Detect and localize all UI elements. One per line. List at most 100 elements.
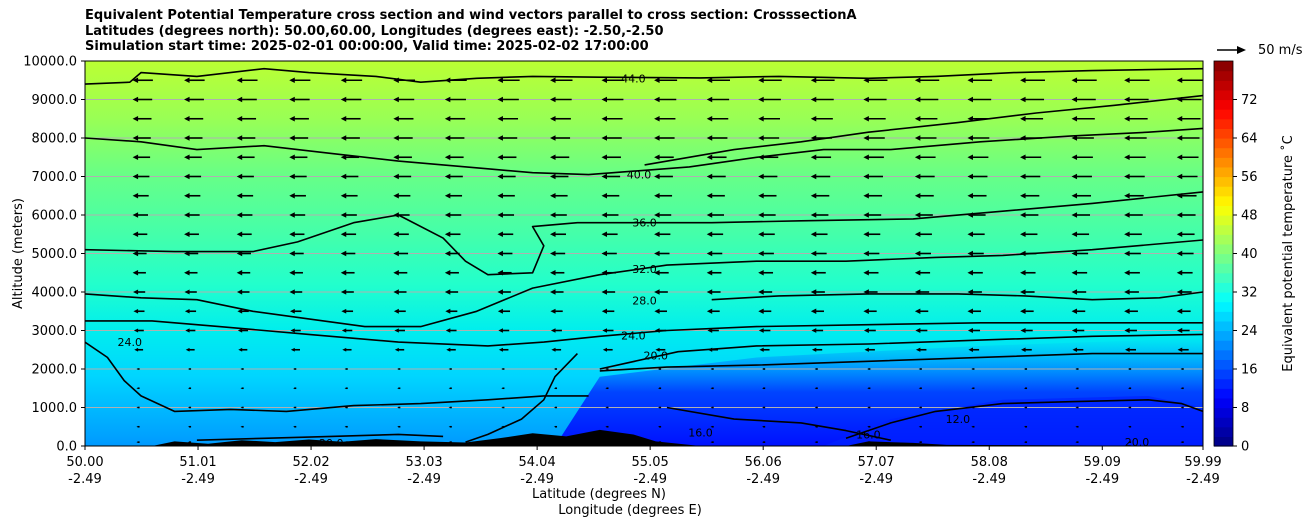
wind-arrow	[444, 116, 466, 122]
wind-arrow-head	[706, 212, 713, 218]
wind-arrow-head	[1127, 426, 1130, 428]
wind-arrow	[448, 387, 452, 390]
wind-arrow	[1176, 327, 1190, 334]
wind-arrow	[1020, 135, 1043, 141]
x-tick-label-lat: 59.99	[1184, 455, 1221, 470]
wind-arrow-head	[758, 116, 764, 122]
colorbar-band	[1214, 128, 1233, 139]
wind-arrow	[1176, 77, 1203, 83]
wind-arrow-head	[236, 154, 243, 160]
wind-arrow-head	[1071, 116, 1078, 122]
wind-arrow	[289, 270, 303, 276]
wind-arrow	[132, 77, 153, 83]
wind-arrow	[707, 347, 718, 352]
wind-arrow-head	[1176, 135, 1183, 141]
wind-arrow-head	[810, 308, 817, 314]
contour-line	[599, 333, 1203, 370]
wind-arrow-head	[444, 116, 451, 122]
wind-arrow-head	[967, 154, 973, 160]
wind-arrow-head	[710, 387, 713, 389]
colorbar-band	[1214, 147, 1233, 158]
wind-arrow	[863, 250, 880, 257]
wind-arrow-head	[810, 212, 817, 218]
wind-arrow-head	[1020, 308, 1026, 314]
wind-arrow-head	[1020, 231, 1026, 237]
wind-arrow	[444, 154, 464, 160]
wind-arrow	[601, 173, 621, 180]
wind-arrow	[914, 135, 937, 141]
wind-arrow-head	[344, 426, 347, 428]
wind-arrow-head	[914, 212, 921, 218]
wind-arrow-head	[293, 426, 295, 428]
wind-arrow-head	[134, 347, 139, 352]
wind-arrow-head	[393, 250, 399, 257]
wind-arrow-head	[132, 231, 139, 237]
wind-arrow-head	[132, 173, 139, 180]
wind-arrow	[758, 173, 778, 180]
wind-arrow	[1176, 135, 1200, 141]
wind-arrow	[497, 193, 515, 199]
wind-arrow	[1176, 212, 1196, 218]
wind-arrow-head	[1075, 368, 1078, 370]
wind-arrow	[550, 250, 566, 257]
wind-arrow-head	[1124, 173, 1130, 180]
wind-arrow	[553, 387, 558, 390]
wind-arrow-head	[761, 387, 764, 389]
wind-arrow-head	[867, 387, 869, 389]
wind-arrow-head	[340, 96, 347, 103]
wind-arrow	[1020, 250, 1037, 257]
colorbar-band	[1214, 340, 1233, 351]
wind-arrow-head	[184, 212, 190, 218]
wind-arrow	[550, 77, 573, 83]
wind-arrow-head	[864, 347, 869, 352]
wind-arrow	[814, 387, 818, 390]
wind-arrow-head	[863, 135, 869, 141]
wind-arrow	[293, 406, 297, 409]
wind-arrow-head	[1020, 250, 1026, 257]
wind-arrow-head	[136, 368, 139, 370]
wind-arrow-head	[967, 96, 973, 103]
contour-line	[599, 352, 1203, 372]
wind-arrow-head	[393, 289, 399, 295]
wind-arrow	[863, 193, 883, 199]
wind-arrow-head	[706, 250, 713, 257]
wind-arrow	[393, 96, 415, 103]
wind-arrow-head	[1124, 135, 1130, 141]
wind-arrow	[550, 231, 566, 237]
wind-arrow-head	[1180, 441, 1183, 443]
wind-arrow-head	[293, 368, 295, 370]
wind-arrow-head	[810, 135, 817, 141]
wind-arrow	[1124, 135, 1147, 141]
wind-arrow-head	[863, 96, 869, 103]
wind-arrow	[810, 231, 828, 237]
wind-arrow	[1072, 347, 1084, 352]
wind-arrow	[240, 368, 244, 370]
contour-label: 44.0	[621, 72, 646, 85]
wind-arrow-head	[810, 270, 817, 276]
wind-arrow	[289, 77, 311, 83]
wind-arrow	[654, 250, 670, 257]
wind-arrow-head	[758, 212, 764, 218]
wind-arrow	[967, 231, 985, 237]
wind-arrow	[967, 270, 983, 276]
wind-arrow	[758, 328, 771, 333]
wind-arrow	[814, 368, 818, 370]
wind-arrow	[184, 193, 201, 199]
wind-arrow-head	[1180, 368, 1183, 370]
wind-arrow-head	[967, 173, 973, 180]
wind-arrow	[289, 212, 306, 218]
wind-arrow	[914, 231, 932, 237]
wind-arrow-head	[550, 308, 556, 314]
wind-arrow-head	[550, 116, 556, 122]
wind-arrow-head	[967, 116, 973, 122]
wind-arrow-head	[340, 231, 347, 237]
wind-arrow	[340, 96, 362, 103]
wind-arrow-head	[758, 308, 764, 314]
wind-arrow	[236, 289, 250, 295]
wind-arrow-head	[605, 368, 608, 370]
wind-arrow-head	[497, 308, 503, 314]
wind-arrow	[914, 193, 934, 199]
wind-arrow	[1071, 116, 1095, 122]
wind-arrow-head	[340, 270, 347, 276]
wind-arrow-head	[1127, 441, 1130, 443]
